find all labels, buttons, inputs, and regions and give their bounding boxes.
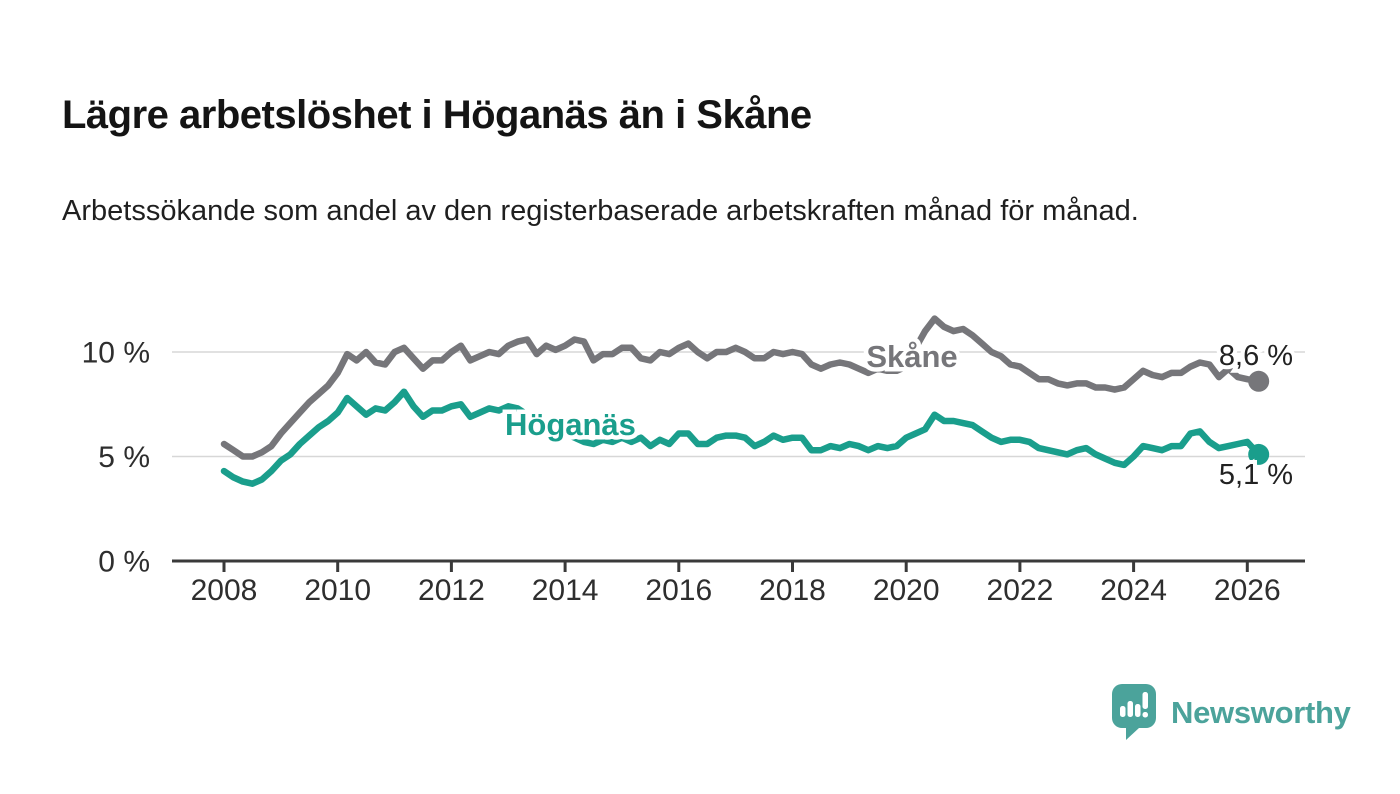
page-title: Lägre arbetslöshet i Höganäs än i Skåne bbox=[62, 92, 812, 137]
y-axis-label: 0 % bbox=[98, 546, 150, 579]
x-axis-tick-label: 2016 bbox=[645, 574, 712, 607]
newsworthy-logo-text: Newsworthy bbox=[1171, 694, 1351, 730]
x-axis-tick-label: 2012 bbox=[418, 574, 485, 607]
newsworthy-logo-icon bbox=[1112, 684, 1156, 740]
series-label-skåne: Skåne bbox=[866, 339, 957, 374]
x-axis-tick-label: 2010 bbox=[304, 574, 371, 607]
y-axis-label: 5 % bbox=[98, 441, 150, 474]
series-line-höganäs bbox=[220, 388, 1262, 487]
end-value-label-höganäs: 5,1 % bbox=[1219, 459, 1293, 491]
series-end-dot-höganäs bbox=[1248, 443, 1270, 465]
x-axis-tick-label: 2022 bbox=[987, 574, 1054, 607]
x-axis-tick-label: 2014 bbox=[532, 574, 599, 607]
x-axis-tick-label: 2024 bbox=[1100, 574, 1167, 607]
y-axis-label: 10 % bbox=[82, 337, 150, 370]
x-axis-tick-label: 2018 bbox=[759, 574, 826, 607]
x-axis-tick-label: 2020 bbox=[873, 574, 940, 607]
x-axis-tick-label: 2008 bbox=[191, 574, 258, 607]
series-label-höganäs: Höganäs bbox=[505, 407, 636, 442]
series-line-skåne bbox=[220, 315, 1262, 460]
series-end-dot-skåne bbox=[1248, 370, 1270, 392]
newsworthy-brand: Newsworthy bbox=[1112, 684, 1351, 741]
end-value-label-skåne: 8,6 % bbox=[1219, 340, 1293, 372]
x-axis-tick-label: 2026 bbox=[1214, 574, 1281, 607]
page-subtitle: Arbetssökande som andel av den registerb… bbox=[62, 195, 1139, 227]
